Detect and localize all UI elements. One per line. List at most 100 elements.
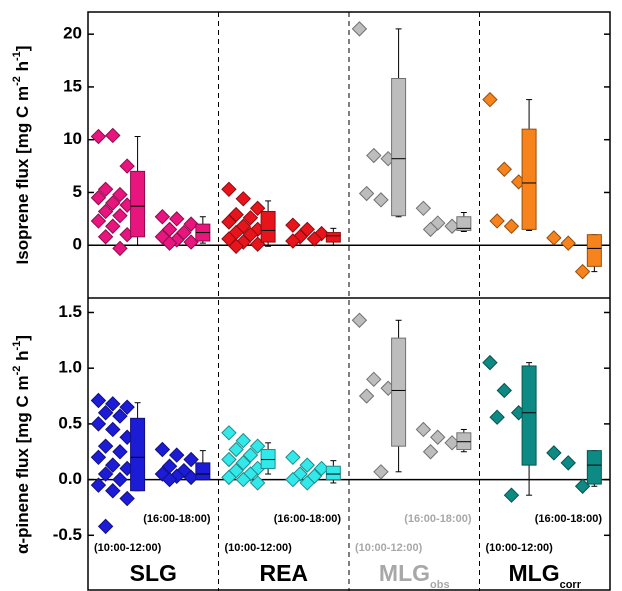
- box: [521, 128, 537, 230]
- data-point: [235, 471, 252, 488]
- data-point: [105, 483, 121, 499]
- data-point: [358, 388, 375, 404]
- data-point: [169, 211, 185, 227]
- data-point: [430, 429, 446, 445]
- period-label: (16:00-18:00): [274, 513, 342, 525]
- data-point: [119, 399, 135, 415]
- data-point: [285, 233, 301, 249]
- data-point: [221, 214, 237, 230]
- box: [195, 462, 211, 481]
- data-point: [221, 451, 237, 468]
- data-point: [422, 221, 439, 238]
- data-point: [90, 449, 107, 466]
- data-point: [496, 161, 513, 177]
- data-point: [183, 451, 199, 468]
- data-point: [482, 354, 498, 371]
- group-subscript: obs: [430, 579, 450, 591]
- y-tick-label: 1.5: [58, 302, 82, 321]
- box: [586, 450, 602, 485]
- data-point: [285, 217, 301, 233]
- data-point: [285, 471, 301, 488]
- data-point: [366, 371, 382, 388]
- y-tick-label: 0.0: [58, 469, 82, 488]
- data-point: [90, 190, 107, 206]
- data-point: [299, 457, 315, 473]
- box: [456, 216, 472, 231]
- y-axis-label-part: ]: [13, 46, 32, 52]
- data-point: [112, 408, 128, 424]
- data-point: [97, 203, 114, 220]
- data-point: [482, 91, 498, 108]
- y-axis-label-part: -1: [11, 341, 23, 351]
- data-point: [306, 231, 323, 247]
- data-point: [119, 490, 135, 507]
- data-point: [503, 487, 520, 503]
- y-axis-label: Isoprene flux [mg C m-2 h-1]: [11, 46, 33, 265]
- data-point: [105, 195, 121, 211]
- period-label: (16:00-18:00): [143, 513, 211, 525]
- data-point: [235, 432, 252, 449]
- data-point: [560, 455, 576, 471]
- data-point: [373, 192, 389, 208]
- data-point: [97, 518, 114, 535]
- data-point: [415, 200, 432, 217]
- data-point: [422, 444, 439, 460]
- data-point: [112, 444, 128, 460]
- data-point: [351, 21, 368, 37]
- data-point: [90, 392, 107, 409]
- y-axis-label: α-pinene flux [mg C m-2 h-1]: [11, 335, 33, 554]
- y-axis-label-part: -1: [11, 51, 23, 61]
- box: [521, 365, 537, 466]
- data-point: [242, 210, 259, 226]
- data-point: [112, 240, 128, 257]
- y-tick-label: 0.5: [58, 413, 82, 432]
- group-label: MLGobs: [379, 560, 450, 591]
- group-name: REA: [259, 560, 308, 586]
- period-label: (10:00-12:00): [355, 542, 423, 554]
- data-point: [112, 471, 128, 488]
- data-point: [97, 438, 114, 454]
- y-tick-label: 15: [63, 76, 82, 95]
- data-point: [105, 127, 121, 144]
- data-point: [154, 209, 171, 225]
- box: [130, 170, 146, 238]
- data-point: [105, 457, 121, 473]
- data-point: [221, 181, 237, 198]
- data-point: [183, 216, 199, 232]
- data-point: [112, 207, 128, 224]
- group-subscript: corr: [560, 579, 582, 591]
- data-point: [489, 213, 505, 229]
- group-label: MLGcorr: [508, 560, 581, 591]
- data-point: [119, 158, 135, 174]
- data-point: [161, 235, 178, 251]
- data-point: [358, 185, 375, 202]
- y-tick-label: 0: [73, 235, 82, 254]
- data-point: [496, 382, 513, 399]
- data-point: [90, 477, 107, 493]
- y-axis-label-part: h: [13, 350, 32, 365]
- group-name: MLG: [508, 560, 559, 586]
- data-point: [221, 469, 237, 486]
- data-point: [489, 409, 505, 425]
- data-point: [560, 235, 576, 251]
- box: [456, 432, 472, 451]
- data-point: [105, 396, 121, 412]
- y-tick-label: -0.5: [53, 525, 82, 544]
- data-point: [105, 218, 121, 234]
- data-point: [154, 441, 171, 458]
- data-point: [169, 447, 185, 463]
- data-point: [415, 421, 432, 438]
- data-point: [546, 445, 562, 461]
- box: [391, 77, 407, 217]
- data-point: [235, 191, 252, 207]
- data-point: [97, 405, 114, 421]
- data-point: [105, 421, 121, 438]
- data-point: [299, 475, 315, 491]
- box: [325, 232, 341, 243]
- data-point: [373, 464, 389, 480]
- y-tick-label: 10: [63, 129, 82, 148]
- period-label: (10:00-12:00): [486, 542, 554, 554]
- y-axis-label-part: h: [13, 61, 32, 76]
- period-label: (16:00-18:00): [404, 513, 472, 525]
- data-point: [161, 471, 178, 488]
